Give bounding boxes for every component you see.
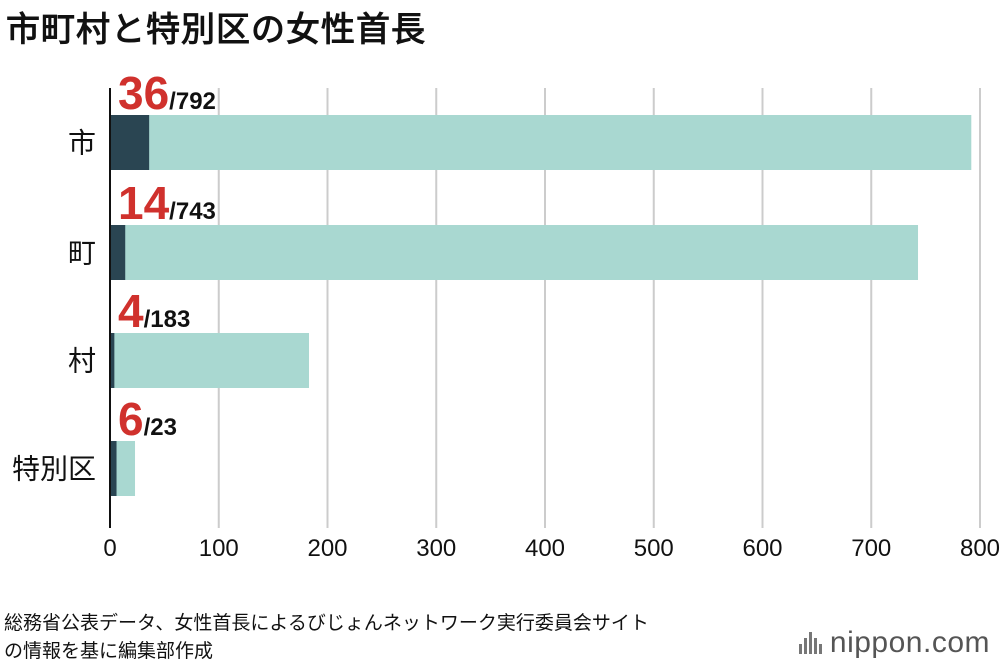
total-bar — [110, 115, 972, 170]
total-bar — [110, 333, 310, 388]
data-label-total: /183 — [144, 306, 191, 333]
data-label: 4/183 — [118, 285, 190, 337]
total-bar — [110, 225, 919, 280]
female-bar — [110, 115, 150, 170]
data-label-value: 14 — [118, 177, 170, 229]
x-tick-label: 300 — [416, 535, 456, 562]
source-note-line-2: の情報を基に編集部作成 — [4, 640, 214, 662]
x-tick-label: 700 — [851, 535, 891, 562]
x-tick-label: 600 — [742, 535, 782, 562]
data-label: 36/792 — [118, 67, 216, 119]
source-note-line-1: 総務省公表データ、女性首長によるびじょんネットワーク実行委員会サイト — [4, 612, 649, 634]
data-label: 14/743 — [118, 177, 216, 229]
x-tick-label: 200 — [307, 535, 347, 562]
data-label-value: 4 — [118, 285, 144, 337]
x-tick-label: 400 — [525, 535, 565, 562]
bar-chart: 0 100 200 300 400 500 600 700 800 市 36/792 町 14/743 村… — [12, 67, 1000, 562]
data-label-total: /792 — [169, 88, 216, 115]
category-label: 特別区 — [12, 453, 96, 486]
female-bar — [110, 333, 115, 388]
brand-bars-icon — [798, 632, 824, 654]
x-tick-label: 500 — [634, 535, 674, 562]
x-tick-label: 0 — [103, 535, 116, 562]
brand-name: nippon.com — [829, 626, 990, 659]
category-label: 村 — [68, 345, 96, 378]
female-bar — [110, 225, 126, 280]
data-label-value: 6 — [118, 393, 144, 445]
female-bar — [110, 441, 117, 496]
chart-title: 市町村と特別区の女性首長 — [6, 10, 426, 50]
data-label-value: 36 — [118, 67, 169, 119]
brand-logo: nippon.com — [798, 626, 990, 660]
category-label: 市 — [68, 127, 96, 160]
data-label: 6/23 — [118, 393, 177, 445]
x-tick-label: 800 — [960, 535, 1000, 562]
x-tick-label: 100 — [199, 535, 239, 562]
data-label-total: /743 — [169, 198, 216, 225]
category-label: 町 — [68, 237, 96, 270]
data-label-total: /23 — [144, 414, 177, 441]
